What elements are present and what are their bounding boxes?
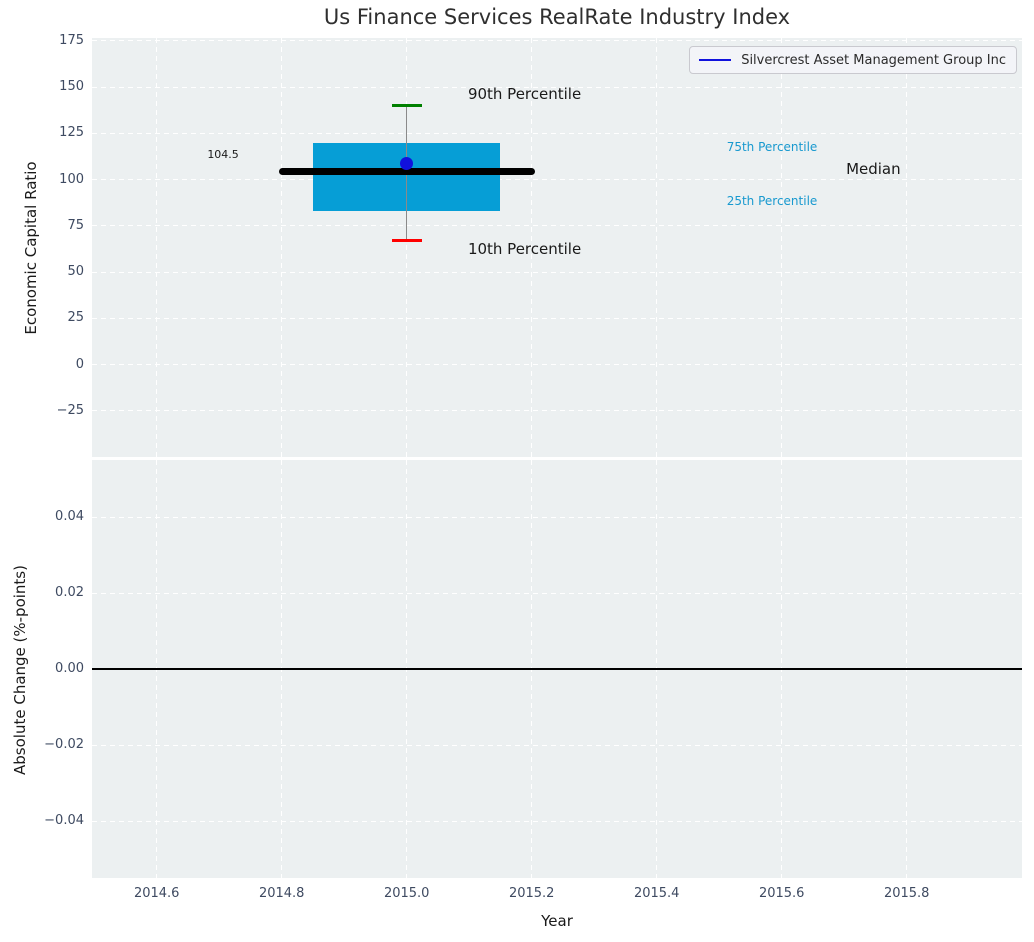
y-tick-label: 125 (59, 125, 84, 141)
x-axis-label: Year (541, 912, 573, 930)
x-tick-label: 2014.8 (258, 886, 305, 901)
x-gridline (906, 38, 908, 457)
zero-change-line (92, 668, 1022, 670)
x-tick-label: 2015.0 (383, 886, 430, 901)
y-gridline (92, 179, 1022, 181)
y-tick-label: −0.04 (44, 813, 84, 828)
x-tick-label: 2014.6 (133, 886, 180, 901)
annotation-25th-percentile: 25th Percentile (726, 194, 818, 209)
whisker-cap-90 (391, 104, 422, 108)
y-tick-label: 0 (75, 356, 84, 372)
y-tick-label: 25 (67, 310, 84, 326)
legend: Silvercrest Asset Management Group Inc (689, 46, 1017, 74)
x-gridline (531, 38, 533, 457)
y-gridline (92, 364, 1022, 366)
y-tick-label: 175 (59, 32, 84, 48)
x-tick-label: 2015.2 (508, 886, 555, 901)
annotation-median-value: 104.5 (207, 147, 239, 161)
legend-label: Silvercrest Asset Management Group Inc (741, 52, 1006, 68)
y-gridline (92, 744, 1022, 746)
x-gridline (156, 38, 158, 457)
y-gridline (92, 271, 1022, 273)
y-tick-label: 75 (67, 217, 84, 233)
y-gridline (92, 592, 1022, 594)
annotation-90th-percentile: 90th Percentile (467, 84, 582, 103)
bottom-plot (92, 460, 1022, 878)
y-tick-label: −25 (56, 402, 84, 418)
y-tick-label: 150 (59, 79, 84, 95)
legend-line-swatch (699, 59, 732, 61)
y-tick-label: 0.04 (55, 509, 84, 524)
y-axis-label-top: Economic Capital Ratio (22, 161, 40, 335)
y-gridline (92, 225, 1022, 227)
company-point (400, 156, 414, 170)
whisker-cap-10 (391, 239, 422, 243)
y-gridline (92, 516, 1022, 518)
top-plot (92, 38, 1022, 457)
x-tick-label: 2015.4 (633, 886, 680, 901)
y-tick-label: 0.00 (55, 661, 84, 676)
y-gridline (92, 86, 1022, 88)
y-tick-label: 50 (67, 264, 84, 280)
y-gridline (92, 317, 1022, 319)
y-tick-label: −0.02 (44, 737, 84, 752)
x-tick-label: 2015.8 (883, 886, 930, 901)
y-gridline (92, 820, 1022, 822)
y-tick-label: 0.02 (55, 585, 84, 600)
annotation-median-label: Median (846, 159, 901, 178)
x-tick-label: 2015.6 (758, 886, 805, 901)
y-gridline (92, 40, 1022, 42)
annotation-10th-percentile: 10th Percentile (467, 240, 582, 259)
y-gridline (92, 132, 1022, 134)
median-line (278, 167, 535, 175)
chart-title: Us Finance Services RealRate Industry In… (323, 5, 791, 29)
annotation-75th-percentile: 75th Percentile (726, 139, 818, 154)
y-tick-label: 100 (59, 171, 84, 187)
x-gridline (406, 38, 408, 457)
x-gridline (281, 38, 283, 457)
x-gridline (781, 38, 783, 457)
x-gridline (656, 38, 658, 457)
y-gridline (92, 410, 1022, 412)
